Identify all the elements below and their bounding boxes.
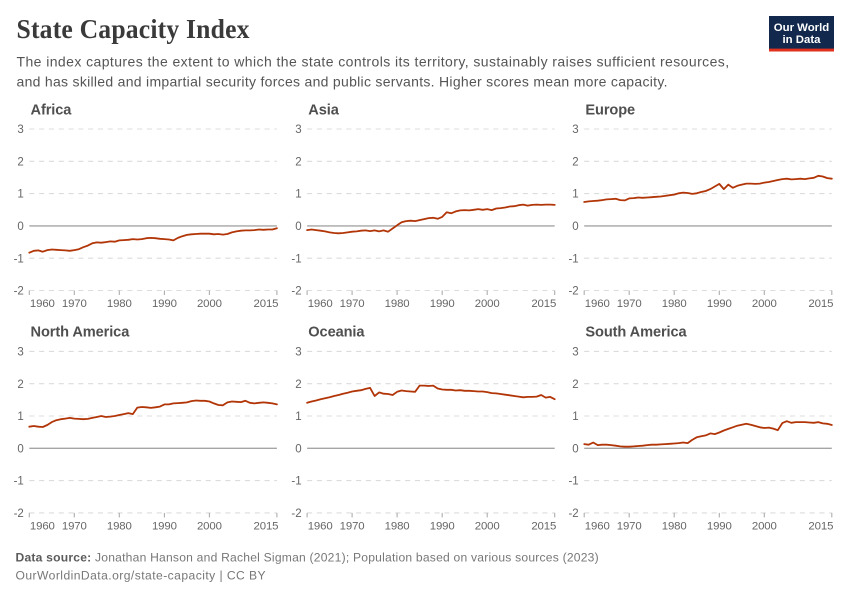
svg-text:-2: -2: [568, 508, 578, 520]
svg-text:1970: 1970: [340, 298, 365, 310]
svg-text:0: 0: [17, 221, 23, 233]
svg-text:2: 2: [17, 156, 23, 168]
svg-text:2000: 2000: [752, 298, 777, 310]
svg-text:1980: 1980: [385, 520, 410, 532]
svg-text:and has skilled and impartial: and has skilled and impartial security f…: [17, 73, 668, 89]
svg-text:0: 0: [295, 443, 301, 455]
svg-text:Data source: Jonathan Hanson a: Data source: Jonathan Hanson and Rachel …: [16, 550, 599, 564]
svg-text:0: 0: [572, 221, 578, 233]
svg-text:3: 3: [572, 347, 578, 359]
svg-text:1970: 1970: [617, 520, 642, 532]
svg-text:2015: 2015: [808, 298, 833, 310]
svg-text:Asia: Asia: [308, 103, 339, 119]
svg-text:1: 1: [572, 189, 578, 201]
svg-text:1980: 1980: [662, 520, 687, 532]
svg-text:1990: 1990: [152, 520, 177, 532]
svg-text:1: 1: [295, 411, 301, 423]
svg-text:Oceania: Oceania: [308, 325, 365, 341]
svg-text:1980: 1980: [107, 520, 132, 532]
svg-text:1960: 1960: [30, 298, 55, 310]
svg-text:The index captures the extent: The index captures the extent to which t…: [17, 53, 730, 69]
svg-text:1: 1: [17, 411, 23, 423]
svg-text:2000: 2000: [752, 520, 777, 532]
svg-text:1960: 1960: [308, 520, 333, 532]
svg-text:2015: 2015: [808, 520, 833, 532]
svg-text:South America: South America: [585, 325, 687, 341]
svg-text:Africa: Africa: [31, 103, 73, 119]
svg-text:-1: -1: [568, 476, 578, 488]
svg-text:2015: 2015: [254, 298, 279, 310]
svg-text:OurWorldinData.org/state-capac: OurWorldinData.org/state-capacity | CC B…: [16, 569, 267, 583]
svg-text:-1: -1: [568, 253, 578, 265]
svg-text:3: 3: [17, 124, 23, 136]
svg-text:-1: -1: [14, 476, 24, 488]
svg-text:2: 2: [572, 379, 578, 391]
svg-text:1990: 1990: [707, 520, 732, 532]
svg-text:1970: 1970: [62, 520, 87, 532]
svg-text:1990: 1990: [430, 298, 455, 310]
svg-text:0: 0: [17, 443, 23, 455]
svg-text:-2: -2: [291, 286, 301, 298]
svg-text:1970: 1970: [340, 520, 365, 532]
svg-text:1990: 1990: [152, 298, 177, 310]
svg-text:1: 1: [295, 189, 301, 201]
svg-text:1960: 1960: [308, 298, 333, 310]
svg-text:1980: 1980: [385, 298, 410, 310]
svg-text:Our World: Our World: [774, 22, 830, 34]
svg-text:2: 2: [295, 156, 301, 168]
svg-text:1960: 1960: [585, 520, 610, 532]
svg-text:2000: 2000: [197, 520, 222, 532]
svg-text:3: 3: [295, 124, 301, 136]
svg-text:in Data: in Data: [783, 34, 822, 46]
svg-text:-2: -2: [568, 286, 578, 298]
svg-text:North America: North America: [31, 325, 131, 341]
svg-text:1990: 1990: [707, 298, 732, 310]
svg-text:1960: 1960: [30, 520, 55, 532]
svg-text:1990: 1990: [430, 520, 455, 532]
svg-text:3: 3: [17, 347, 23, 359]
svg-text:-2: -2: [14, 286, 24, 298]
svg-text:2000: 2000: [197, 298, 222, 310]
svg-text:-1: -1: [291, 253, 301, 265]
svg-text:1980: 1980: [662, 298, 687, 310]
svg-text:2000: 2000: [475, 298, 500, 310]
svg-text:Europe: Europe: [585, 103, 635, 119]
svg-text:2015: 2015: [531, 520, 556, 532]
svg-text:1980: 1980: [107, 298, 132, 310]
svg-text:2015: 2015: [531, 298, 556, 310]
svg-text:-1: -1: [14, 253, 24, 265]
svg-text:0: 0: [295, 221, 301, 233]
svg-text:0: 0: [572, 443, 578, 455]
svg-text:1970: 1970: [617, 298, 642, 310]
svg-text:-1: -1: [291, 476, 301, 488]
svg-text:1970: 1970: [62, 298, 87, 310]
svg-text:-2: -2: [291, 508, 301, 520]
svg-text:2015: 2015: [254, 520, 279, 532]
svg-text:3: 3: [295, 347, 301, 359]
svg-text:-2: -2: [14, 508, 24, 520]
svg-text:3: 3: [572, 124, 578, 136]
svg-text:1: 1: [17, 189, 23, 201]
svg-text:2: 2: [572, 156, 578, 168]
svg-text:2: 2: [17, 379, 23, 391]
svg-text:1960: 1960: [585, 298, 610, 310]
svg-text:2: 2: [295, 379, 301, 391]
svg-text:2000: 2000: [475, 520, 500, 532]
svg-text:State Capacity Index: State Capacity Index: [17, 15, 251, 45]
svg-text:1: 1: [572, 411, 578, 423]
